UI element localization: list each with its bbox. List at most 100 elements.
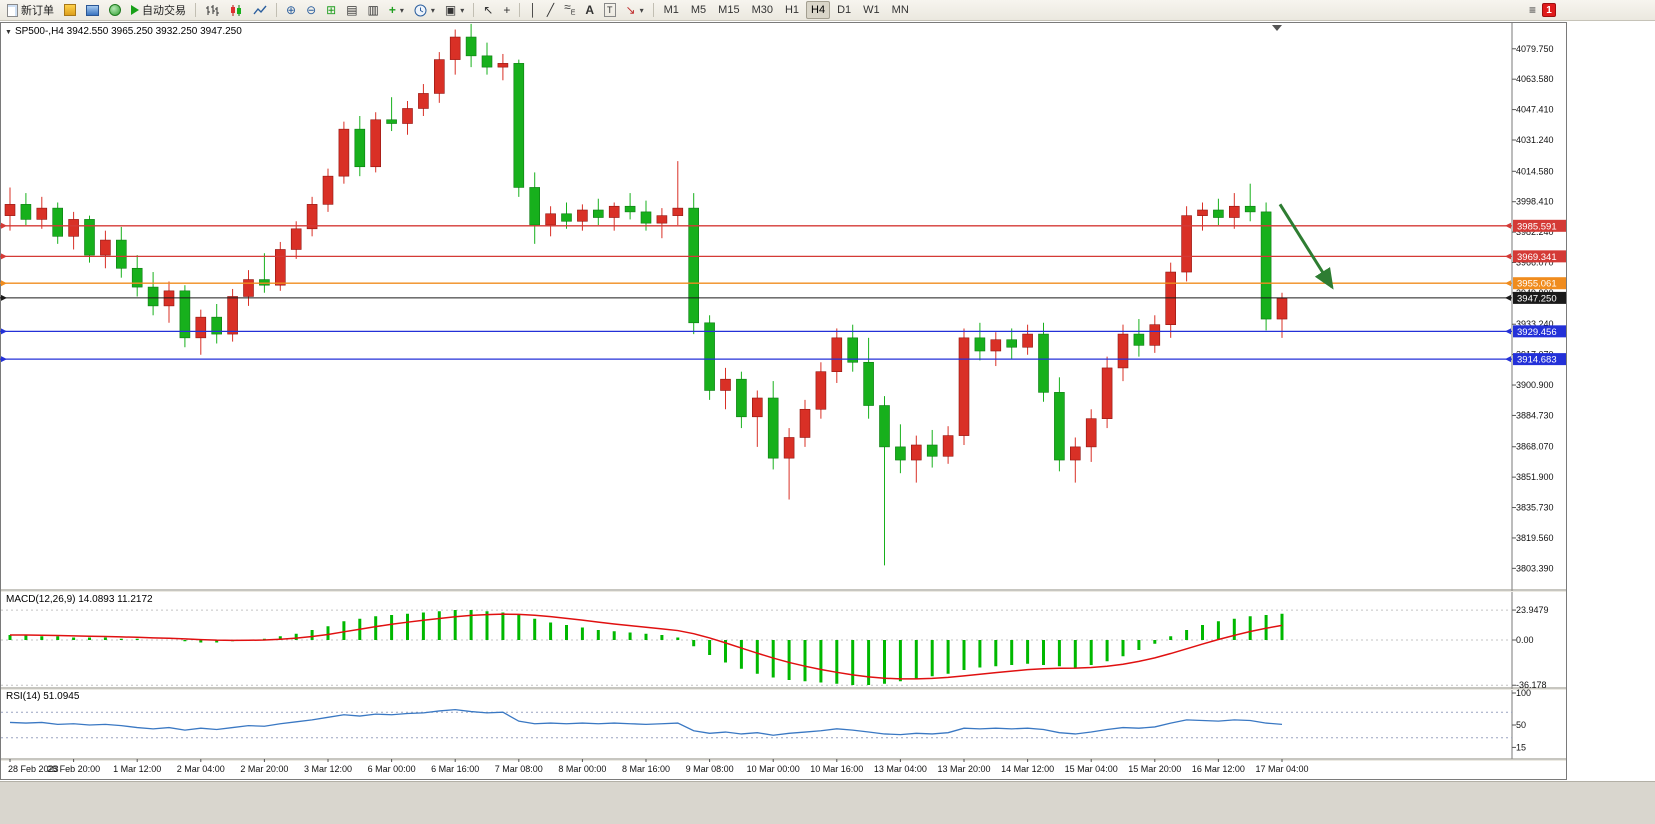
profiles-icon bbox=[64, 4, 76, 16]
text-tool-button[interactable]: A bbox=[581, 1, 598, 19]
tile-windows-button[interactable]: ⊞ bbox=[322, 1, 340, 19]
line-chart-button[interactable] bbox=[249, 1, 271, 19]
bar-chart-button[interactable] bbox=[201, 1, 223, 19]
play-icon bbox=[131, 5, 139, 15]
timeframe-mn-button[interactable]: MN bbox=[887, 1, 914, 19]
add-indicator-icon: + bbox=[388, 3, 396, 17]
svg-text:10 Mar 16:00: 10 Mar 16:00 bbox=[810, 764, 863, 774]
timeframe-w1-button[interactable]: W1 bbox=[858, 1, 885, 19]
dropdown-caret-icon: ▾ bbox=[399, 5, 404, 15]
svg-text:100: 100 bbox=[1516, 688, 1531, 698]
timeframe-h1-button[interactable]: H1 bbox=[780, 1, 804, 19]
svg-text:15: 15 bbox=[1516, 742, 1526, 752]
svg-text:3933.240: 3933.240 bbox=[1516, 319, 1554, 329]
indicators-button[interactable]: + ▾ bbox=[385, 1, 408, 19]
zoom-out-icon: ⊖ bbox=[306, 3, 317, 17]
svg-text:3998.410: 3998.410 bbox=[1516, 197, 1554, 207]
dropdown-caret-icon: ▾ bbox=[460, 5, 465, 15]
chart-canvas[interactable]: 4079.750 4063.580 4047.410 4031.240 4014.580… bbox=[0, 22, 1567, 780]
svg-text:14 Mar 12:00: 14 Mar 12:00 bbox=[1001, 764, 1054, 774]
svg-text:0.00: 0.00 bbox=[1516, 635, 1534, 645]
auto-trading-button[interactable]: 自动交易 bbox=[127, 1, 190, 19]
svg-text:3868.070: 3868.070 bbox=[1516, 442, 1554, 452]
svg-text:13 Mar 04:00: 13 Mar 04:00 bbox=[874, 764, 927, 774]
crosshair-button[interactable]: + bbox=[499, 1, 514, 19]
tile-windows-icon: ⊞ bbox=[326, 3, 337, 17]
arrow-symbol-icon: ↘ bbox=[625, 3, 636, 17]
svg-text:16 Mar 12:00: 16 Mar 12:00 bbox=[1192, 764, 1245, 774]
svg-text:3929.456: 3929.456 bbox=[1517, 327, 1557, 338]
new-order-button[interactable]: 新订单 bbox=[3, 1, 58, 19]
svg-text:3914.683: 3914.683 bbox=[1517, 355, 1557, 366]
timeframe-m15-button[interactable]: M15 bbox=[713, 1, 744, 19]
svg-text:1 Mar 12:00: 1 Mar 12:00 bbox=[113, 764, 161, 774]
toolbar-separator bbox=[276, 3, 277, 17]
zoom-out-button[interactable]: ⊖ bbox=[302, 1, 320, 19]
svg-text:15 Mar 04:00: 15 Mar 04:00 bbox=[1065, 764, 1118, 774]
sound-icon bbox=[109, 4, 121, 16]
svg-text:3851.900: 3851.900 bbox=[1516, 472, 1554, 482]
svg-text:6 Mar 00:00: 6 Mar 00:00 bbox=[368, 764, 416, 774]
sound-button[interactable] bbox=[105, 1, 125, 19]
trendline-button[interactable]: ╱ bbox=[543, 1, 558, 19]
svg-text:8 Mar 16:00: 8 Mar 16:00 bbox=[622, 764, 670, 774]
elliott-wave-button[interactable]: ≈E bbox=[560, 1, 579, 19]
auto-trading-label: 自动交易 bbox=[142, 5, 186, 17]
profiles-button[interactable] bbox=[60, 1, 80, 19]
svg-text:3985.591: 3985.591 bbox=[1517, 221, 1557, 232]
toolbar-separator bbox=[519, 3, 521, 17]
timeframe-m5-button[interactable]: M5 bbox=[686, 1, 711, 19]
svg-text:7 Mar 08:00: 7 Mar 08:00 bbox=[495, 764, 543, 774]
svg-text:9 Mar 08:00: 9 Mar 08:00 bbox=[686, 764, 734, 774]
market-watch-button[interactable] bbox=[82, 1, 103, 19]
svg-text:8 Mar 00:00: 8 Mar 00:00 bbox=[558, 764, 606, 774]
svg-text:13 Mar 20:00: 13 Mar 20:00 bbox=[937, 764, 990, 774]
chart-window: 4079.750 4063.580 4047.410 4031.240 4014.580… bbox=[0, 22, 1567, 780]
candlestick-chart-button[interactable] bbox=[225, 1, 247, 19]
templates-button[interactable]: ▣ ▾ bbox=[441, 1, 468, 19]
text-label-icon: T bbox=[604, 3, 616, 17]
svg-text:50: 50 bbox=[1516, 720, 1526, 730]
zoom-in-button[interactable]: ⊕ bbox=[282, 1, 300, 19]
dropdown-caret-icon: ▾ bbox=[639, 5, 644, 15]
vertical-line-icon: │ bbox=[529, 3, 537, 17]
zoom-in-icon: ⊕ bbox=[286, 3, 297, 17]
periods-button[interactable]: ▾ bbox=[410, 1, 439, 19]
cascade-windows-icon: ▤ bbox=[346, 3, 358, 17]
svg-text:2 Mar 04:00: 2 Mar 04:00 bbox=[177, 764, 225, 774]
svg-text:3947.250: 3947.250 bbox=[1517, 293, 1557, 304]
menu-icon[interactable]: ≡ bbox=[1528, 3, 1536, 17]
svg-text:-36.178: -36.178 bbox=[1516, 680, 1547, 690]
svg-text:3966.070: 3966.070 bbox=[1516, 258, 1554, 268]
toolbar-right-group: ≡ 1 bbox=[1529, 3, 1556, 17]
cascade-windows-button[interactable]: ▤ bbox=[342, 1, 361, 19]
timeframe-h4-button[interactable]: H4 bbox=[806, 1, 831, 19]
svg-text:4079.750: 4079.750 bbox=[1516, 44, 1554, 54]
line-chart-icon bbox=[253, 5, 267, 14]
svg-text:3900.900: 3900.900 bbox=[1516, 380, 1554, 390]
timeframe-m30-button[interactable]: M30 bbox=[747, 1, 778, 19]
collapse-triangle-icon[interactable]: ▼ bbox=[5, 29, 12, 36]
vertical-line-button[interactable]: │ bbox=[525, 1, 541, 19]
cursor-button[interactable]: ↖ bbox=[479, 1, 497, 19]
crosshair-icon: + bbox=[503, 3, 511, 17]
text-label-button[interactable]: T bbox=[600, 1, 620, 19]
timeframe-d1-button[interactable]: D1 bbox=[832, 1, 856, 19]
svg-text:3982.240: 3982.240 bbox=[1516, 227, 1554, 237]
clock-icon bbox=[414, 4, 427, 16]
svg-text:17 Mar 04:00: 17 Mar 04:00 bbox=[1255, 764, 1308, 774]
new-order-icon bbox=[7, 3, 18, 17]
dropdown-caret-icon: ▾ bbox=[430, 5, 435, 15]
candlestick-chart-icon bbox=[231, 4, 241, 16]
tile-horizontally-button[interactable]: ▥ bbox=[364, 1, 383, 19]
template-icon: ▣ bbox=[444, 3, 457, 17]
svg-text:3835.730: 3835.730 bbox=[1516, 503, 1554, 513]
timeframe-m1-button[interactable]: M1 bbox=[659, 1, 684, 19]
svg-text:4031.240: 4031.240 bbox=[1516, 135, 1554, 145]
notification-badge[interactable]: 1 bbox=[1542, 3, 1556, 17]
svg-text:3955.061: 3955.061 bbox=[1517, 279, 1557, 290]
new-order-label: 新订单 bbox=[21, 5, 54, 17]
cursor-icon: ↖ bbox=[483, 3, 494, 17]
arrows-tool-button[interactable]: ↘ ▾ bbox=[622, 1, 648, 19]
